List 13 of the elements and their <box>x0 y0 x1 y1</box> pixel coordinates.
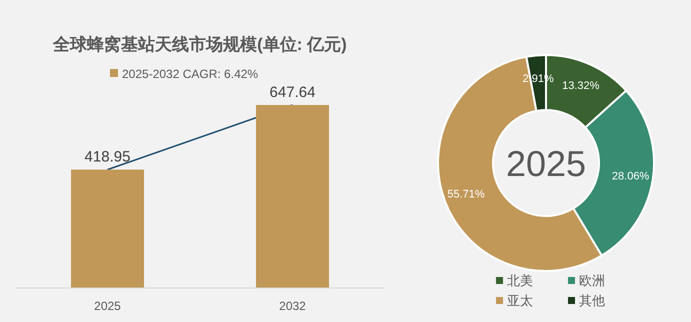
text: 2025 <box>506 143 586 184</box>
data-label: 13.32% <box>562 80 600 92</box>
legend-label: 北美 <box>507 273 533 288</box>
data-label: 418.95 <box>84 148 130 166</box>
chart-title: 全球蜂窝基站天线市场规模(单位: 亿元) <box>52 35 347 54</box>
legend-label: 2025-2032 CAGR: 6.42% <box>122 67 258 81</box>
data-label: 55.71% <box>447 188 485 200</box>
x-tick-label: 2032 <box>279 299 306 313</box>
data-label: 28.06% <box>612 170 650 183</box>
legend-label: 欧洲 <box>579 273 605 288</box>
data-label: 647.64 <box>270 84 316 101</box>
legend-label: 其他 <box>579 293 605 308</box>
legend-label: 亚太 <box>507 293 533 308</box>
